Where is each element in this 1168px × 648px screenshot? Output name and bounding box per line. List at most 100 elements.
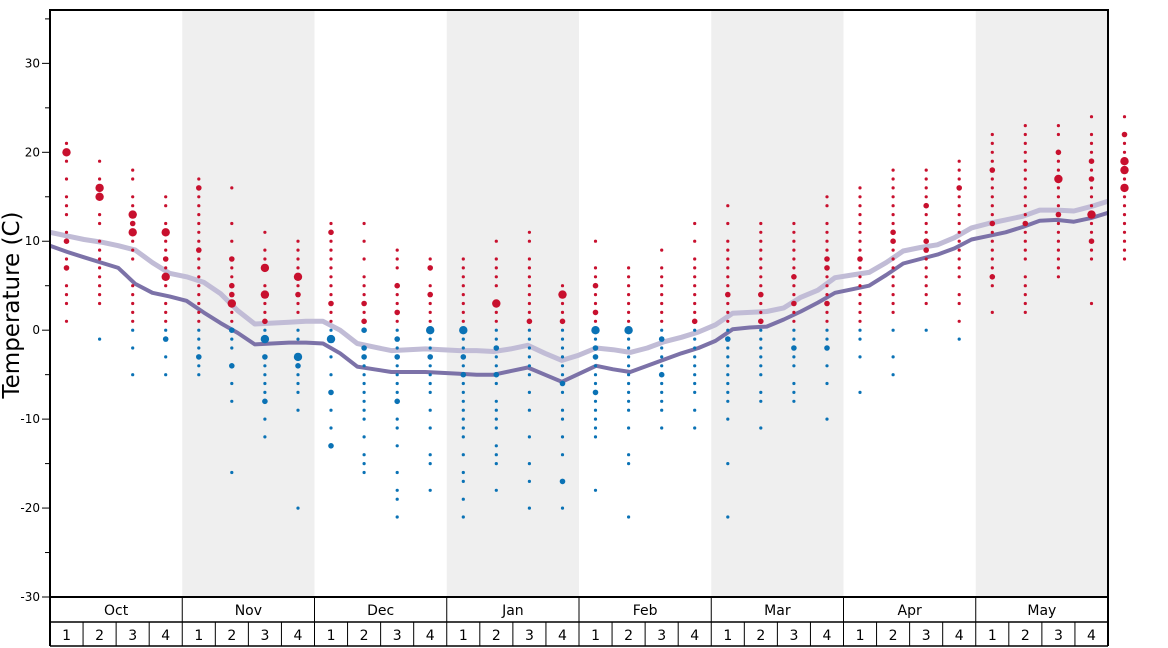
warm-point bbox=[131, 204, 135, 208]
cold-point bbox=[395, 390, 399, 394]
warm-point bbox=[660, 301, 664, 306]
warm-point bbox=[197, 213, 201, 217]
cold-point bbox=[326, 334, 336, 344]
warm-point bbox=[527, 301, 532, 306]
warm-point bbox=[361, 300, 367, 307]
warm-point bbox=[825, 248, 829, 252]
warm-point bbox=[1120, 157, 1129, 166]
cold-point bbox=[591, 326, 600, 335]
warm-point bbox=[660, 248, 664, 252]
warm-point bbox=[428, 301, 432, 306]
y-tick-label: 0 bbox=[32, 323, 40, 337]
warm-point bbox=[1023, 132, 1027, 137]
warm-point bbox=[461, 275, 465, 279]
warm-point bbox=[98, 275, 102, 279]
warm-point bbox=[693, 257, 697, 261]
cold-point bbox=[230, 470, 234, 475]
warm-point bbox=[990, 141, 994, 145]
warm-point bbox=[131, 284, 135, 288]
cold-point bbox=[593, 408, 598, 412]
week-label: 3 bbox=[789, 628, 798, 644]
week-label: 3 bbox=[525, 628, 534, 644]
warm-point bbox=[428, 284, 432, 288]
warm-point bbox=[461, 310, 465, 314]
cold-point bbox=[296, 390, 300, 394]
warm-point bbox=[1023, 159, 1027, 163]
warm-point bbox=[197, 239, 201, 243]
warm-point bbox=[891, 186, 895, 190]
cold-point bbox=[428, 408, 432, 412]
y-tick-label: -10 bbox=[20, 412, 40, 426]
cold-point bbox=[825, 337, 829, 341]
cold-point bbox=[296, 408, 300, 412]
warm-point bbox=[1023, 257, 1027, 261]
cold-point bbox=[395, 426, 399, 430]
cold-point bbox=[164, 328, 168, 332]
warm-point bbox=[63, 265, 70, 271]
cold-point bbox=[494, 426, 498, 430]
warm-point bbox=[726, 266, 730, 270]
cold-point bbox=[263, 381, 267, 386]
warm-point bbox=[131, 195, 135, 199]
warm-point bbox=[924, 195, 928, 199]
cold-point bbox=[197, 346, 201, 350]
cold-point bbox=[230, 346, 234, 350]
cold-point bbox=[329, 408, 333, 412]
warm-point bbox=[296, 301, 300, 306]
warm-point bbox=[197, 230, 201, 234]
warm-point bbox=[1023, 284, 1027, 288]
week-label: 3 bbox=[922, 628, 931, 644]
cold-point bbox=[560, 355, 565, 359]
warm-point bbox=[131, 248, 135, 252]
cold-point bbox=[792, 328, 796, 332]
cold-point bbox=[627, 515, 631, 519]
cold-point bbox=[792, 355, 796, 359]
warm-point bbox=[593, 239, 598, 243]
warm-point bbox=[693, 275, 697, 279]
warm-point bbox=[197, 275, 201, 279]
warm-point bbox=[197, 293, 201, 297]
warm-point bbox=[1023, 141, 1027, 145]
warm-point bbox=[924, 168, 928, 172]
warm-point bbox=[1023, 310, 1027, 314]
warm-point bbox=[197, 204, 201, 208]
warm-point bbox=[1056, 168, 1060, 172]
warm-point bbox=[1023, 195, 1027, 199]
warm-point bbox=[957, 213, 961, 217]
warm-point bbox=[825, 221, 829, 226]
warm-point bbox=[1122, 204, 1127, 208]
cold-point bbox=[494, 381, 498, 386]
month-label: Jan bbox=[501, 603, 524, 619]
warm-point bbox=[759, 310, 763, 314]
cold-point bbox=[726, 355, 730, 359]
warm-point bbox=[990, 177, 994, 181]
warm-point bbox=[129, 220, 136, 227]
warm-point bbox=[858, 266, 862, 270]
cold-point bbox=[825, 328, 829, 332]
warm-point bbox=[759, 284, 763, 288]
warm-point bbox=[263, 257, 267, 261]
warm-point bbox=[560, 284, 565, 288]
week-label: 2 bbox=[492, 628, 501, 644]
cold-point bbox=[593, 337, 598, 341]
warm-point bbox=[924, 275, 928, 279]
week-label: 2 bbox=[1021, 628, 1030, 644]
warm-point bbox=[1023, 150, 1027, 154]
warm-point bbox=[64, 213, 69, 217]
warm-point bbox=[627, 284, 631, 288]
warm-point bbox=[858, 195, 862, 199]
warm-point bbox=[759, 248, 763, 252]
warm-point bbox=[1089, 301, 1094, 306]
warm-point bbox=[726, 248, 730, 252]
cold-point bbox=[593, 381, 598, 386]
warm-point bbox=[395, 266, 399, 270]
warm-point bbox=[691, 318, 698, 325]
warm-point bbox=[1089, 195, 1094, 199]
warm-point bbox=[328, 229, 334, 236]
warm-point bbox=[559, 318, 566, 325]
cold-point bbox=[593, 364, 598, 368]
week-label: 1 bbox=[723, 628, 732, 644]
cold-point bbox=[494, 444, 498, 448]
warm-point bbox=[1056, 195, 1060, 199]
warm-point bbox=[64, 230, 69, 234]
